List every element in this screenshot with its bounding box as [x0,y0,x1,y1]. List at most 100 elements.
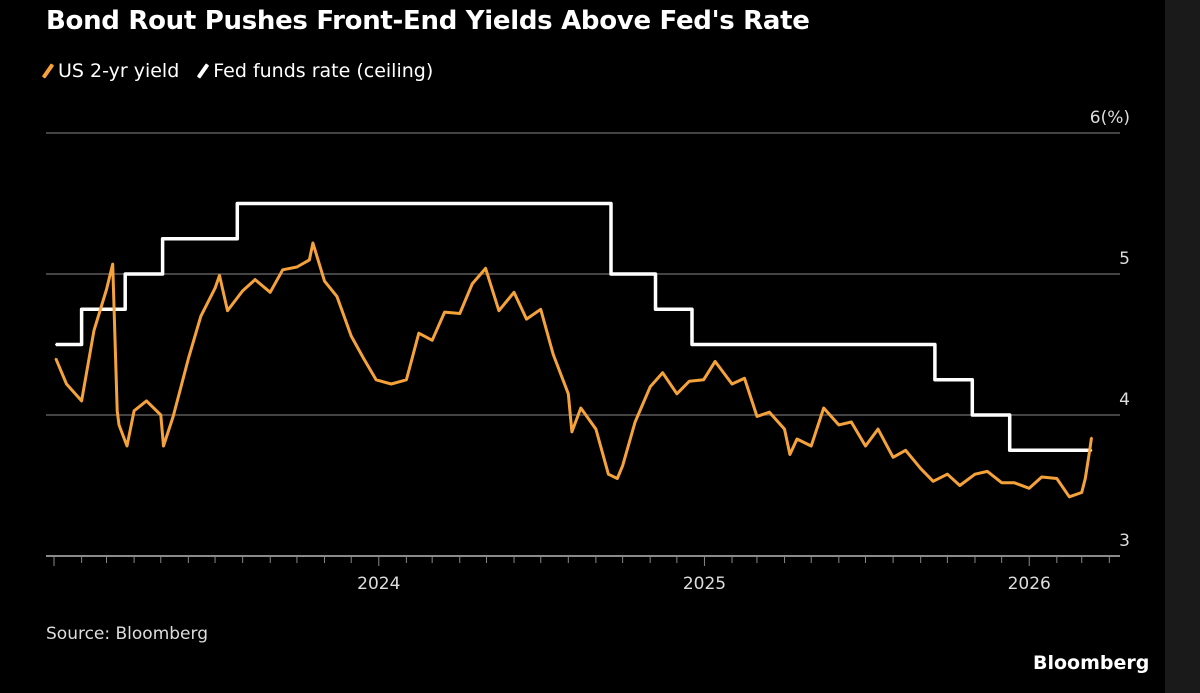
data-point-us-2yr [621,464,624,467]
data-point-us-2yr [525,318,528,320]
data-point-us-2yr [162,445,165,447]
data-point-us-2yr [1013,481,1015,484]
data-point-us-2yr [567,393,570,395]
y-tick-label: 3 [1119,531,1130,551]
legend-label: Fed funds rate (ceiling) [213,60,434,82]
data-point-us-2yr [93,329,95,332]
data-point-us-2yr [1000,481,1003,484]
data-point-us-2yr [838,424,840,426]
data-point-us-2yr [571,431,573,433]
data-point-us-2yr [892,456,894,459]
data-point-us-2yr [822,407,825,409]
data-point-us-2yr [904,449,907,452]
data-point-us-2yr [133,409,135,412]
data-point-us-2yr [105,288,108,291]
data-point-us-2yr [986,470,989,473]
data-point-us-2yr [218,274,221,277]
data-point-us-2yr [336,295,338,298]
data-point-us-2yr [418,332,420,335]
data-point-us-2yr [974,473,976,476]
data-point-us-2yr [405,378,408,381]
data-point-us-2yr [579,407,582,409]
data-point-us-2yr [1084,477,1087,480]
data-point-us-2yr [54,357,57,360]
y-tick-label: 5 [1119,249,1130,269]
data-point-us-2yr [471,283,474,285]
data-point-us-2yr [768,411,771,413]
legend-item-fed-funds: Fed funds rate (ceiling) [197,60,434,82]
data-point-us-2yr [810,445,813,447]
data-point-us-2yr [145,400,148,402]
data-point-us-2yr [743,377,746,380]
data-point-us-2yr [1056,477,1058,480]
data-point-us-2yr [756,415,758,418]
data-point-us-2yr [595,428,597,430]
data-point-us-2yr [877,428,879,430]
data-point-us-2yr [783,428,786,430]
data-point-us-2yr [443,311,446,313]
data-point-fed-funds [971,414,974,416]
data-point-us-2yr [323,280,326,282]
data-point-us-2yr [126,445,128,447]
legend-label: US 2-yr yield [58,60,180,82]
data-point-us-2yr [616,477,619,480]
source-note: Source: Bloomberg [46,624,208,644]
data-point-us-2yr [919,467,922,470]
data-point-us-2yr [431,339,433,342]
data-point-us-2yr [946,473,949,476]
data-point-us-2yr [159,414,162,416]
data-point-us-2yr [731,383,733,385]
chart-panel [0,0,1165,693]
data-point-us-2yr [676,393,678,395]
data-point-us-2yr [498,309,500,312]
data-point-us-2yr [702,378,705,381]
data-point-us-2yr [513,291,515,294]
data-point-us-2yr [116,409,118,412]
data-point-us-2yr [789,453,791,456]
data-point-us-2yr [350,335,353,337]
data-point-fed-funds [654,308,657,311]
data-point-us-2yr [65,383,68,385]
data-point-us-2yr [458,312,461,315]
legend: US 2-yr yield Fed funds rate (ceiling) [41,60,434,82]
bloomberg-logo: Bloomberg [1033,652,1150,674]
data-point-us-2yr [226,309,229,312]
data-point-us-2yr [172,415,175,418]
data-point-us-2yr [1068,495,1071,498]
data-point-us-2yr [200,315,202,318]
data-point-us-2yr [111,263,114,265]
data-point-us-2yr [634,421,636,423]
data-point-fed-funds [54,343,57,346]
x-tick-label: 2024 [357,574,400,594]
x-tick-label: 2025 [683,574,726,594]
data-point-fed-funds [1090,449,1093,452]
data-point-us-2yr [118,424,120,426]
data-point-us-2yr [607,473,610,476]
data-point-us-2yr [932,480,934,483]
data-point-us-2yr [850,421,853,423]
data-point-us-2yr [390,383,393,385]
data-point-us-2yr [241,290,244,292]
data-point-us-2yr [281,268,284,271]
data-point-us-2yr [552,353,554,356]
series-line-fed-funds [55,201,1092,453]
data-point-fed-funds [161,237,164,240]
data-point-us-2yr [864,445,867,447]
data-point-fed-funds [691,343,693,346]
data-point-us-2yr [308,259,311,261]
data-point-us-2yr [375,378,377,381]
data-point-us-2yr [484,267,487,270]
x-tick-label: 2026 [1008,574,1051,594]
data-point-us-2yr [254,278,256,281]
data-point-fed-funds [610,273,612,275]
data-point-us-2yr [959,484,961,487]
chart-title: Bond Rout Pushes Front-End Yields Above … [46,6,810,36]
data-point-us-2yr [1080,491,1083,494]
data-point-fed-funds [80,308,83,311]
data-point-us-2yr [362,357,365,360]
data-point-us-2yr [539,308,542,311]
y-tick-label: 4 [1119,390,1130,410]
data-point-us-2yr [714,360,716,363]
